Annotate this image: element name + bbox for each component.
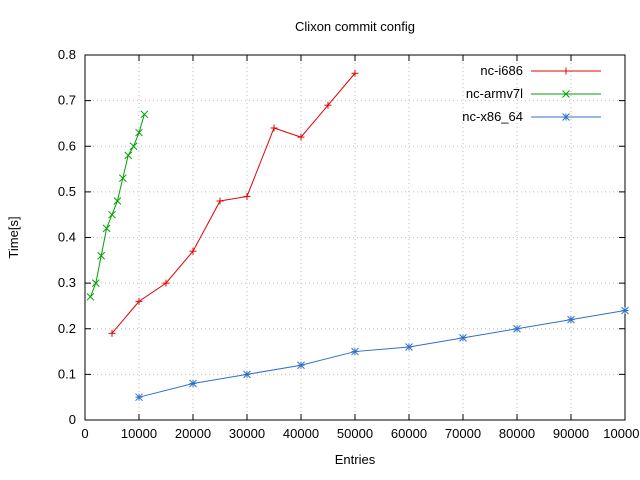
y-tick-label: 0.3 xyxy=(58,275,76,290)
y-tick-label: 0.7 xyxy=(58,93,76,108)
x-tick-label: 90000 xyxy=(553,426,589,441)
y-tick-label: 0.6 xyxy=(58,138,76,153)
x-tick-label: 30000 xyxy=(229,426,265,441)
axis-ticks xyxy=(84,54,626,421)
x-axis-label: Entries xyxy=(335,452,376,467)
series-nc-armv7l xyxy=(86,110,149,301)
x-tick-label: 60000 xyxy=(391,426,427,441)
tick-labels: 0 10000 20000 30000 40000 50000 60000 70000 8000… xyxy=(58,47,640,441)
series-nc-i686 xyxy=(108,69,359,337)
series-line xyxy=(138,310,626,398)
y-tick-label: 0.1 xyxy=(58,366,76,381)
x-tick-label: 20000 xyxy=(175,426,211,441)
legend-label-nc-armv7l: nc-armv7l xyxy=(466,86,523,101)
legend-label-nc-x86_64: nc-x86_64 xyxy=(462,109,523,124)
chart-title: Clixon commit config xyxy=(295,19,415,34)
legend: nc-i686 nc-armv7l nc-x86_64 xyxy=(462,63,601,124)
x-tick-label: 70000 xyxy=(445,426,481,441)
x-tick-label: 80000 xyxy=(499,426,535,441)
legend-sample-nc-x86_64 xyxy=(531,113,601,121)
grid-lines xyxy=(84,54,626,421)
legend-sample-nc-i686 xyxy=(531,67,601,75)
y-tick-label: 0.8 xyxy=(58,47,76,62)
legend-sample-nc-armv7l xyxy=(531,90,601,98)
y-tick-label: 0.4 xyxy=(58,230,76,245)
series-line xyxy=(111,72,356,334)
legend-label-nc-i686: nc-i686 xyxy=(480,63,523,78)
x-tick-label: 40000 xyxy=(283,426,319,441)
y-tick-label: 0.2 xyxy=(58,321,76,336)
x-tick-label: 50000 xyxy=(337,426,373,441)
y-tick-label: 0.5 xyxy=(58,184,76,199)
y-tick-label: 0 xyxy=(69,412,76,427)
y-axis-label: Time[s] xyxy=(6,216,21,258)
series-line xyxy=(89,114,145,297)
x-tick-label: 10000 xyxy=(121,426,157,441)
series-nc-x86_64 xyxy=(135,306,629,402)
x-tick-label: 0 xyxy=(81,426,88,441)
